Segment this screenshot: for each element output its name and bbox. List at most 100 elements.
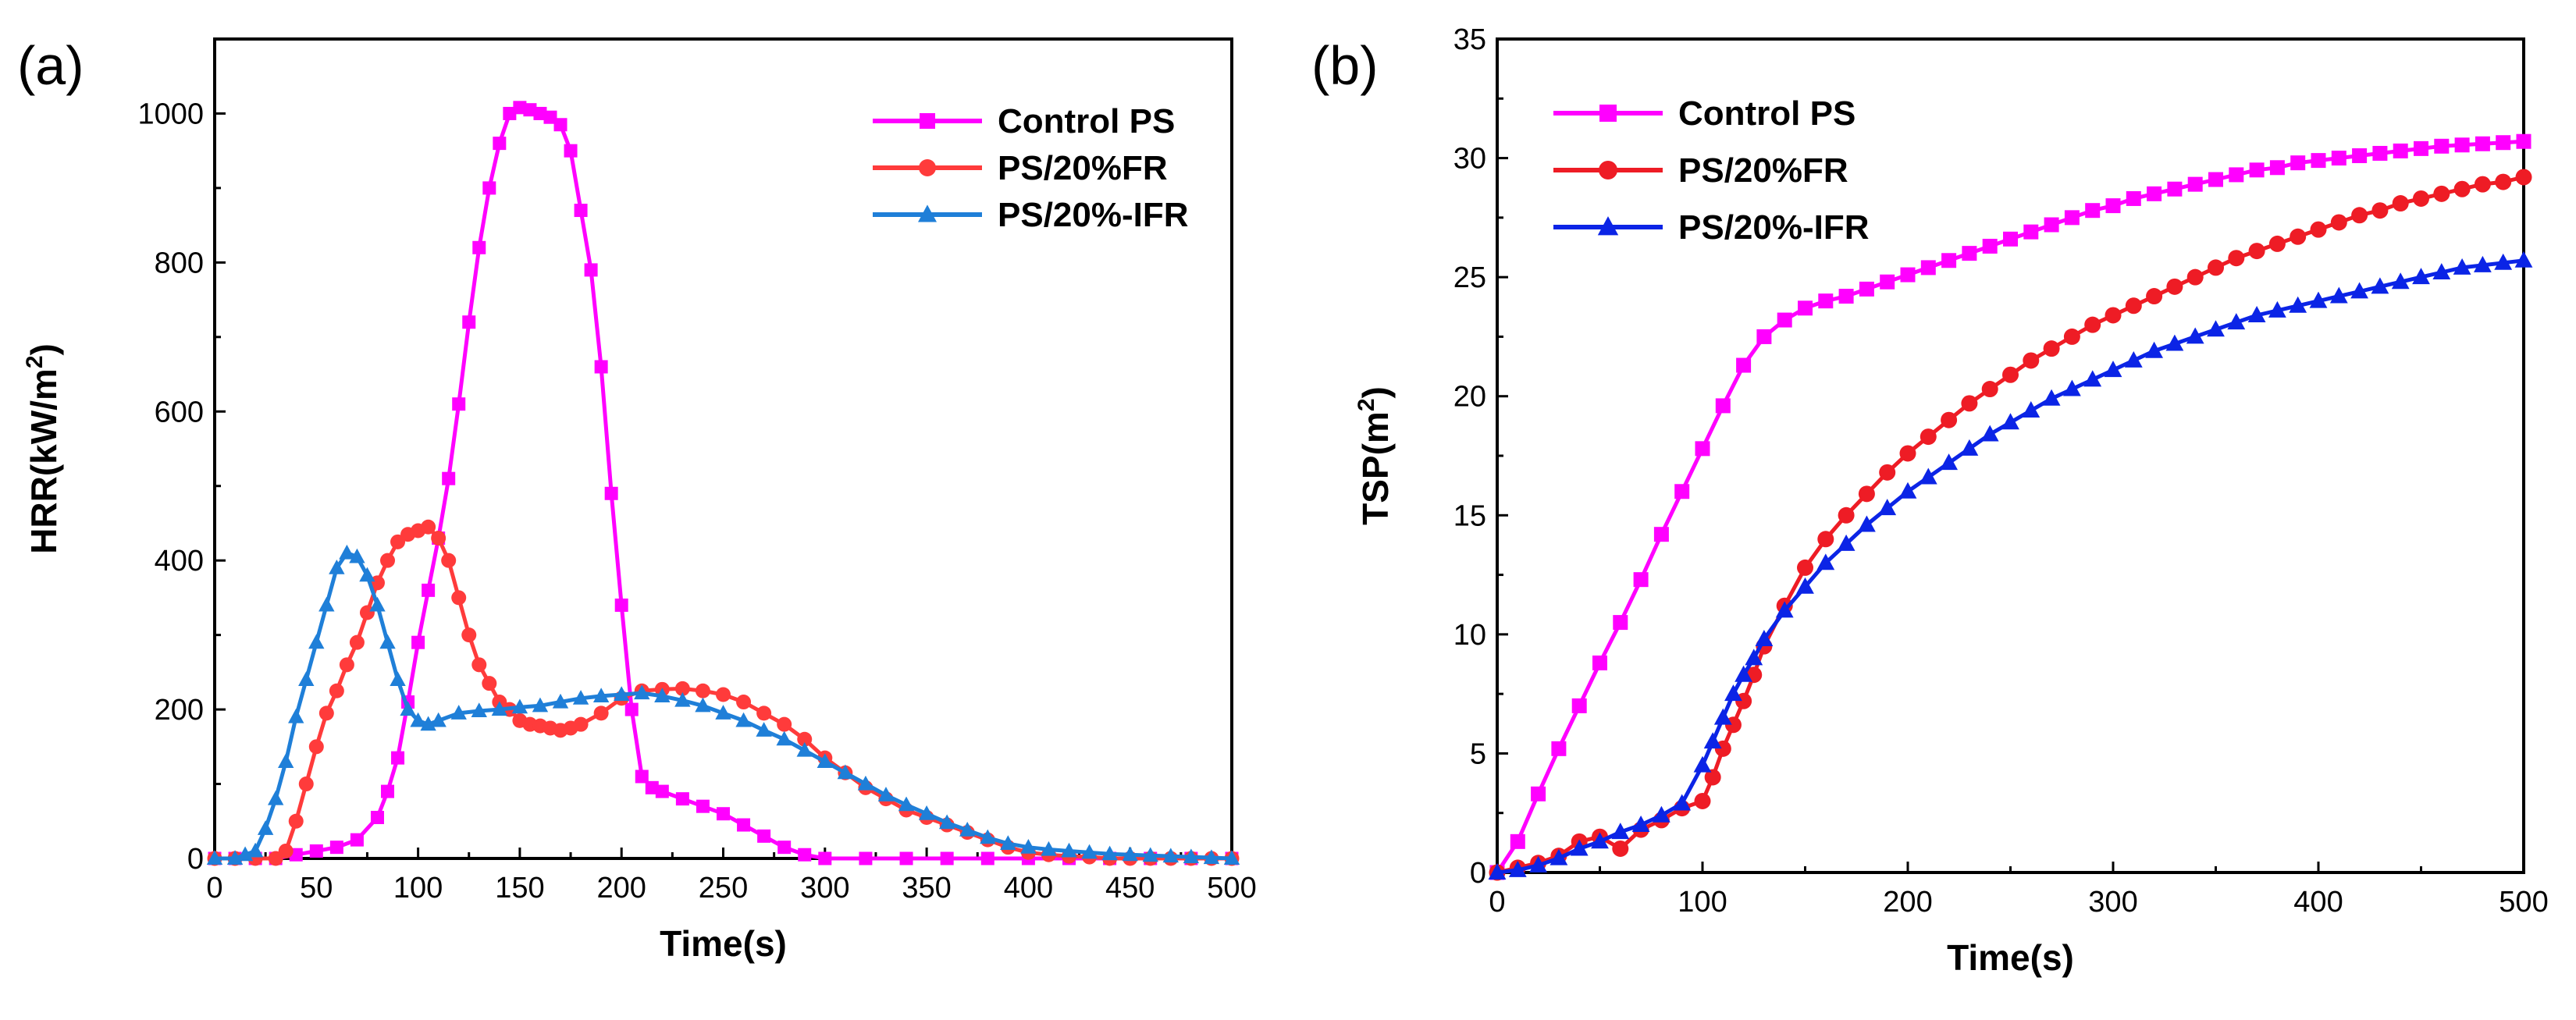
x-tick-label-a: 200	[596, 872, 646, 904]
data-point-b-0	[1695, 441, 1710, 457]
data-point-b-2	[1591, 832, 1609, 849]
y-tick-label-b: 0	[1470, 857, 1486, 890]
data-point-a-2	[420, 716, 436, 731]
x-tick-label-b: 300	[2088, 886, 2137, 919]
x-axis-title-a: Time(s)	[660, 923, 787, 964]
x-tick-label-b: 100	[1678, 886, 1727, 919]
data-point-a-0	[370, 811, 384, 824]
y-tick-label-b: 15	[1453, 499, 1486, 532]
data-point-b-2	[2309, 291, 2328, 308]
data-point-a-1	[278, 843, 294, 858]
data-point-b-2	[2412, 268, 2430, 285]
data-point-b-0	[2147, 186, 2162, 201]
data-point-a-2	[1203, 849, 1220, 865]
data-point-b-0	[2023, 224, 2039, 240]
data-point-a-2	[1122, 846, 1138, 862]
x-tick-label-b: 0	[1489, 886, 1505, 919]
panel-label-b: (b)	[1311, 35, 1379, 96]
data-point-b-2	[2247, 305, 2266, 322]
data-point-a-1	[573, 716, 589, 732]
data-point-a-0	[462, 315, 476, 329]
data-point-b-0	[1736, 357, 1752, 373]
data-point-b-1	[2146, 288, 2163, 305]
data-point-b-1	[2125, 297, 2142, 315]
data-point-a-2	[959, 822, 976, 837]
data-point-a-1	[461, 627, 477, 643]
data-point-b-2	[1919, 467, 1937, 485]
data-point-b-2	[2145, 341, 2163, 358]
data-point-b-1	[2208, 259, 2224, 276]
x-tick-label-a: 500	[1207, 872, 1256, 904]
data-point-a-2	[552, 693, 569, 709]
series-line-b-1	[1496, 175, 2524, 875]
data-point-b-2	[2227, 313, 2246, 330]
data-point-a-0	[391, 751, 405, 765]
series-line-b-0	[1495, 139, 2524, 874]
data-point-a-0	[523, 103, 537, 117]
data-point-a-0	[329, 841, 343, 855]
data-point-b-2	[2514, 251, 2533, 268]
data-point-a-2	[379, 634, 396, 649]
data-point-a-1	[716, 687, 731, 702]
data-point-a-2	[329, 560, 345, 574]
data-point-b-2	[2371, 277, 2389, 294]
data-point-a-2	[1061, 842, 1077, 858]
data-point-a-0	[482, 181, 496, 195]
data-point-a-2	[369, 596, 386, 612]
legend-marker-b-0	[1599, 105, 1617, 122]
data-point-a-2	[237, 846, 254, 862]
data-point-b-0	[2434, 138, 2450, 154]
data-point-a-2	[695, 697, 711, 713]
chart-panel-a: 0 50 100 150 200 250 300 350 400 450 500 0 200 400 600…	[17, 35, 1257, 964]
data-point-b-1	[2453, 180, 2471, 197]
data-point-a-1	[674, 681, 690, 696]
data-point-b-0	[1531, 786, 1546, 801]
data-point-b-0	[1653, 527, 1669, 542]
data-point-a-0	[818, 851, 832, 865]
data-point-a-2	[674, 691, 691, 707]
data-point-a-2	[1223, 850, 1240, 865]
data-point-a-1	[339, 657, 354, 673]
data-point-a-0	[777, 841, 792, 855]
y-tick-label-a: 1000	[137, 98, 204, 130]
data-point-b-0	[1613, 615, 1628, 631]
data-point-b-2	[1745, 649, 1763, 666]
data-point-a-0	[859, 851, 873, 865]
data-point-a-0	[493, 137, 507, 151]
data-point-a-2	[817, 753, 833, 768]
data-point-a-0	[614, 598, 628, 612]
data-point-b-1	[1899, 445, 1916, 462]
data-point-b-1	[2043, 340, 2060, 357]
data-point-a-1	[736, 695, 752, 710]
data-point-b-0	[2352, 148, 2368, 164]
data-point-b-1	[2248, 243, 2265, 260]
data-point-b-2	[2432, 263, 2451, 280]
data-point-b-2	[1488, 863, 1507, 880]
x-tick-label-a: 350	[902, 872, 951, 904]
data-point-b-0	[2454, 137, 2470, 153]
data-point-b-0	[1962, 246, 1977, 261]
data-point-b-1	[2166, 278, 2183, 295]
data-point-b-2	[1775, 601, 1794, 618]
data-point-a-1	[329, 683, 344, 698]
data-point-b-2	[2329, 286, 2348, 304]
data-point-b-1	[2474, 176, 2491, 193]
data-point-a-1	[288, 813, 304, 829]
data-point-b-2	[1570, 839, 1589, 856]
data-point-b-0	[1674, 484, 1690, 499]
data-point-a-0	[675, 792, 689, 806]
data-point-a-0	[543, 110, 557, 124]
data-point-a-2	[1142, 847, 1158, 862]
data-point-b-0	[2414, 140, 2428, 156]
data-point-b-1	[2495, 173, 2512, 190]
data-point-b-0	[1633, 572, 1649, 588]
data-point-b-0	[2516, 133, 2532, 149]
data-point-b-1	[2515, 169, 2532, 186]
data-point-b-0	[1818, 293, 1834, 309]
data-point-a-0	[757, 829, 771, 843]
data-point-a-2	[1020, 838, 1037, 854]
data-point-b-1	[2371, 202, 2389, 219]
data-point-a-0	[899, 851, 913, 865]
data-point-b-1	[2290, 228, 2307, 245]
data-point-a-1	[482, 676, 497, 691]
